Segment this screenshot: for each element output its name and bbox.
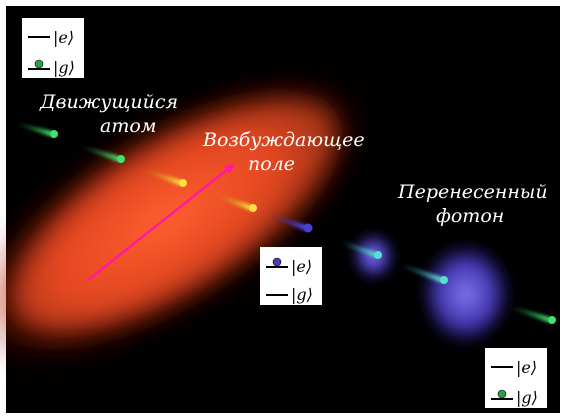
transferred-photon-label-line1: Перенесенный <box>397 181 548 203</box>
atom-transit-2 <box>215 193 257 212</box>
atom-excited <box>270 213 313 233</box>
legend-middle-lower: |g⟩ <box>291 285 313 304</box>
excitation-arrow <box>87 163 235 281</box>
state-legend-top-left: |e⟩ |g⟩ <box>22 18 84 78</box>
legend-bottom-right-upper: |e⟩ <box>516 358 537 377</box>
legend-top-left-lower: |g⟩ <box>53 58 75 77</box>
state-legend-bottom-right: |e⟩ |g⟩ <box>485 348 547 408</box>
atom-emitting-2 <box>400 263 448 284</box>
moving-atom-label-line1: Движущийся <box>39 91 178 113</box>
state-legend-middle: |e⟩ |g⟩ <box>260 247 322 305</box>
atom-ground-1 <box>16 122 58 138</box>
atom-trajectory <box>16 122 556 324</box>
legend-middle-upper: |e⟩ <box>291 257 312 276</box>
legend-top-left-dot <box>34 59 44 69</box>
legend-bottom-right-lower: |g⟩ <box>516 388 538 407</box>
legend-middle-dot <box>272 257 282 267</box>
excitation-field-label-line2: поле <box>248 153 295 175</box>
transferred-photon-label-line2: фотон <box>436 205 504 227</box>
moving-atom-label-line2: атом <box>100 115 157 137</box>
atom-emitting-1 <box>340 240 382 259</box>
excitation-field-label-line1: Возбуждающее <box>202 129 365 151</box>
atom-ground-2 <box>82 145 125 163</box>
atom-transit-1 <box>144 168 187 187</box>
legend-bottom-right-dot <box>497 389 507 399</box>
atom-ground-3 <box>510 305 556 324</box>
photon-glow-large <box>419 241 513 347</box>
legend-top-left-upper: |e⟩ <box>53 28 74 47</box>
